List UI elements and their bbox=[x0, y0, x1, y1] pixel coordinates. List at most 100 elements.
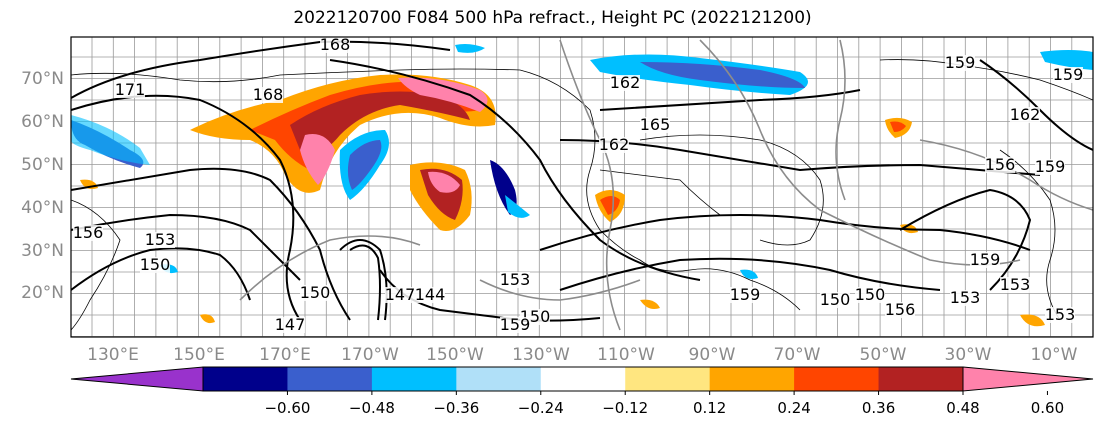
contour-label: 159 bbox=[1035, 157, 1066, 176]
contour-label-bg bbox=[640, 117, 670, 133]
contour-label-bg bbox=[253, 87, 283, 103]
contour-label: 153 bbox=[145, 230, 176, 249]
longitude-label: 10°W bbox=[1031, 345, 1078, 365]
contour-label: 159 bbox=[970, 250, 1001, 269]
contour-label: 156 bbox=[73, 223, 104, 242]
contour-label: 162 bbox=[599, 135, 630, 154]
contour-label: 156 bbox=[985, 155, 1016, 174]
longitude-label: 150°E bbox=[173, 345, 225, 365]
contour-label: 147 bbox=[385, 285, 416, 304]
contour-label: 153 bbox=[1045, 305, 1076, 324]
contour-label-bg bbox=[115, 82, 145, 98]
longitude-label: 50°W bbox=[860, 345, 907, 365]
colorbar-segment bbox=[794, 367, 880, 391]
colorbar-segment bbox=[371, 367, 457, 391]
contour-label: 147 bbox=[275, 315, 306, 334]
map-frame bbox=[70, 36, 1094, 338]
longitude-label: 130°E bbox=[87, 345, 139, 365]
contour-label-bg bbox=[610, 75, 640, 91]
colorbar-segment bbox=[203, 367, 288, 391]
longitude-labels: 130°E 150°E 170°E 170°W 150°W 130°W 110°W 90°W 7… bbox=[87, 345, 1078, 365]
contour-label-bg bbox=[1010, 107, 1040, 123]
contour-label: 162 bbox=[610, 73, 641, 92]
contour-label-bg bbox=[885, 302, 915, 318]
contour-label: 156 bbox=[885, 300, 916, 319]
contour-label: 159 bbox=[1053, 65, 1084, 84]
longitude-label: 170°E bbox=[259, 345, 311, 365]
contour-label: 168 bbox=[253, 85, 284, 104]
latitude-label: 40°N bbox=[21, 198, 64, 218]
contour-label: 165 bbox=[640, 115, 671, 134]
contour-label-bg bbox=[970, 252, 1000, 268]
longitude-label: 90°W bbox=[689, 345, 736, 365]
colorbar-segment bbox=[540, 367, 626, 391]
colorbar-tick-label: −0.24 bbox=[518, 399, 564, 417]
colorbar-border bbox=[202, 366, 964, 392]
contour-label: 162 bbox=[1010, 105, 1041, 124]
contour-label-bg bbox=[1053, 67, 1083, 83]
latitude-labels: 70°N 60°N 50°N 40°N 30°N 20°N bbox=[21, 69, 64, 303]
refractivity-shading bbox=[71, 44, 1093, 327]
contour-label-bg bbox=[415, 287, 445, 303]
contour-label-bg bbox=[320, 37, 350, 53]
latitude-label: 20°N bbox=[21, 283, 64, 303]
height-contours bbox=[71, 40, 1093, 322]
contour-label-bg bbox=[1045, 307, 1075, 323]
colorbar-segment bbox=[625, 367, 711, 391]
latitude-label: 30°N bbox=[21, 241, 64, 261]
latitude-label: 60°N bbox=[21, 112, 64, 132]
colorbar-tick-label: 0.36 bbox=[862, 399, 895, 417]
longitude-label: 70°W bbox=[774, 345, 821, 365]
colorbar-tick-label: −0.12 bbox=[602, 399, 648, 417]
longitude-label: 170°W bbox=[341, 345, 399, 365]
colorbar-tick-label: 0.24 bbox=[777, 399, 810, 417]
colorbar bbox=[70, 366, 1094, 392]
colorbar-tick-label: −0.36 bbox=[433, 399, 479, 417]
colorbar-tick-label: 0.60 bbox=[1031, 399, 1064, 417]
contour-label: 144 bbox=[415, 285, 446, 304]
contour-label: 168 bbox=[320, 35, 351, 54]
contour-label-bg bbox=[599, 137, 629, 153]
contour-label-bg bbox=[1035, 159, 1065, 175]
colorbar-ticks: −0.60 −0.48 −0.36 −0.24 −0.12 0.12 0.24 0.36 0.4… bbox=[264, 391, 1064, 417]
longitude-label: 110°W bbox=[597, 345, 655, 365]
colorbar-max-arrow bbox=[962, 366, 1094, 392]
contour-label: 150 bbox=[140, 255, 171, 274]
contour-label: 153 bbox=[1000, 275, 1031, 294]
latitude-label: 50°N bbox=[21, 155, 64, 175]
contour-label: 150 bbox=[820, 290, 851, 309]
longitude-label: 150°W bbox=[426, 345, 484, 365]
contour-label-bg bbox=[730, 287, 760, 303]
colorbar-segment bbox=[287, 367, 373, 391]
contour-label-bg bbox=[73, 225, 103, 241]
latitude-label: 70°N bbox=[21, 69, 64, 89]
colorbar-tick-label: −0.48 bbox=[349, 399, 395, 417]
contour-label-bg bbox=[1000, 277, 1030, 293]
contour-labels: 168 171 168 162 162 165 159 159 162 159 156 156 153 1… bbox=[73, 35, 1084, 334]
colorbar-tick-label: −0.60 bbox=[264, 399, 310, 417]
contour-label-bg bbox=[500, 317, 530, 333]
contour-label: 159 bbox=[500, 315, 531, 334]
longitude-label: 130°W bbox=[512, 345, 570, 365]
longitude-label: 30°W bbox=[945, 345, 992, 365]
contour-label: 171 bbox=[115, 80, 146, 99]
colorbar-min-arrow bbox=[70, 366, 204, 392]
contour-label-bg bbox=[500, 272, 530, 288]
contour-label-bg bbox=[945, 55, 975, 71]
pc-contours bbox=[239, 39, 1093, 331]
contour-label-bg bbox=[275, 317, 305, 333]
colorbar-tick-label: 0.48 bbox=[946, 399, 979, 417]
colorbar-segment bbox=[456, 367, 542, 391]
contour-label-bg bbox=[985, 157, 1015, 173]
contour-label-bg bbox=[855, 287, 885, 303]
colorbar-tick-label: 0.12 bbox=[693, 399, 726, 417]
contour-label-bg bbox=[300, 285, 330, 301]
contour-label: 150 bbox=[300, 283, 331, 302]
contour-label-bg bbox=[950, 290, 980, 306]
colorbar-segment bbox=[878, 367, 964, 391]
contour-label-bg bbox=[820, 292, 850, 308]
contour-label: 159 bbox=[730, 285, 761, 304]
contour-label-bg bbox=[140, 257, 170, 273]
contour-label-bg bbox=[385, 287, 415, 303]
